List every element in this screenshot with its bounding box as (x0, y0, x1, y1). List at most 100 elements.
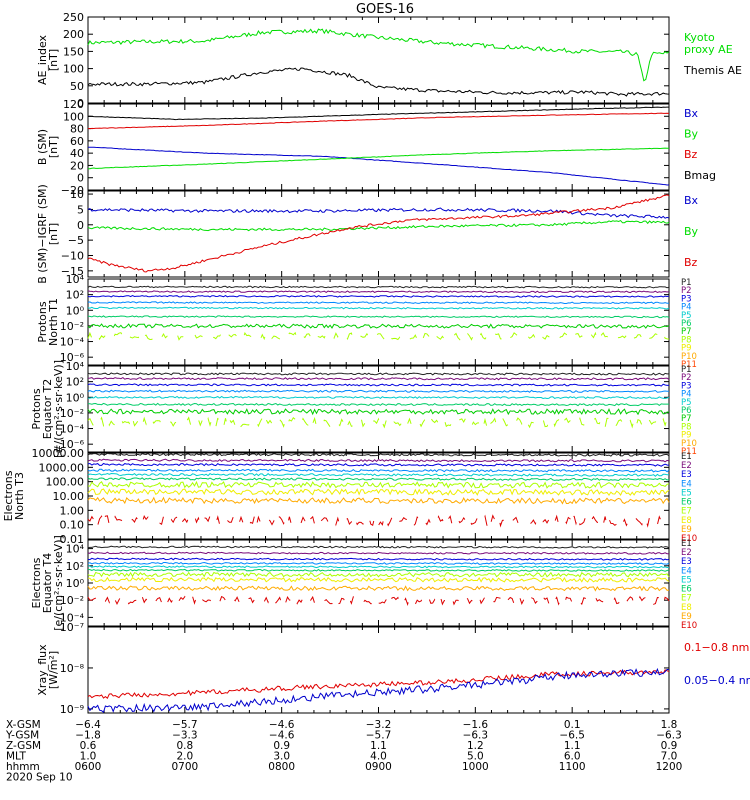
legend-label: P11 (681, 360, 697, 370)
x-axis-value: 1.2 (467, 740, 484, 752)
channel-line-7 (87, 323, 670, 329)
y-tick-label: 10000.00 (32, 447, 85, 460)
y-tick-label: 10⁴ (66, 273, 85, 286)
y-tick-label: 10.00 (53, 490, 85, 503)
x-axis-value: −5.7 (366, 730, 392, 742)
channel-line-3 (87, 462, 670, 467)
x-axis-value: −6.5 (559, 730, 585, 742)
legend-label: E1 (681, 452, 692, 462)
y-axis-label: Protons (36, 301, 49, 342)
series-by (87, 219, 670, 232)
legend-label: P4 (681, 303, 692, 313)
series-themis-ae (87, 67, 670, 97)
x-axis-value: 1.8 (661, 719, 678, 731)
x-axis-row-label: MLT (6, 751, 26, 763)
y-tick-label: 10⁻² (60, 594, 84, 607)
legend-label: E7 (681, 507, 692, 517)
y-tick-label: 10⁻² (60, 320, 84, 333)
legend-label: P2 (681, 373, 692, 383)
channel-line-2 (87, 551, 670, 555)
legend-label: E6 (681, 498, 692, 508)
x-axis-value: 3.0 (273, 751, 290, 763)
channel-line-5 (87, 472, 670, 477)
channel-line-4 (87, 389, 669, 393)
legend-label: P6 (681, 319, 692, 329)
legend-label: E9 (681, 612, 692, 622)
panel-frame (87, 626, 670, 714)
channel-line-5 (87, 565, 670, 569)
legend-label: E9 (681, 525, 692, 535)
y-tick-label: 10⁻⁴ (60, 423, 85, 436)
channel-line-7 (87, 571, 670, 578)
y-axis-label: Protons (30, 388, 43, 429)
y-tick-label: −15 (61, 265, 84, 278)
plot-title: GOES-16 (356, 2, 414, 17)
panel-frame (87, 190, 670, 278)
legend-label: P11 (681, 447, 697, 457)
panel-frame (87, 103, 670, 191)
panel-frame (87, 16, 670, 104)
y-tick-label: 10⁻⁹ (60, 703, 84, 716)
y-tick-label: 0 (77, 219, 84, 232)
legend-label: Bz (684, 256, 698, 269)
y-tick-label: 10⁻² (60, 407, 84, 420)
x-axis-value: −1.8 (75, 730, 101, 742)
channel-line-7 (87, 408, 670, 416)
date-label: 2020 Sep 10 (6, 772, 73, 784)
y-tick-label: 10⁻⁴ (60, 611, 85, 624)
legend-label: Bmag (684, 169, 716, 182)
channel-line-7 (87, 480, 670, 489)
legend-label: P1 (681, 278, 692, 288)
y-tick-label: 10² (66, 560, 84, 573)
x-axis-row-label: X-GSM (6, 719, 41, 731)
channel-line-8 (87, 416, 670, 430)
y-tick-label: 1000.00 (39, 461, 85, 474)
legend-label: E5 (681, 575, 692, 585)
x-axis-value: −5.7 (172, 719, 198, 731)
x-axis-value: −6.3 (463, 730, 489, 742)
x-axis-value: 1100 (559, 761, 586, 773)
x-axis-value: 1.1 (564, 740, 581, 752)
legend-label: 0.05−0.4 nm (684, 674, 750, 687)
series-kyoto-proxy-ae (87, 28, 670, 82)
x-axis-value: −4.6 (269, 719, 295, 731)
legend-label: P5 (681, 311, 692, 321)
y-tick-label: 10⁰ (66, 577, 85, 590)
x-axis-value: 7.0 (661, 751, 678, 763)
x-axis-value: 0.1 (564, 719, 581, 731)
channel-line-6 (87, 315, 670, 319)
x-axis-value: 0.8 (176, 740, 193, 752)
y-tick-label: 150 (63, 45, 84, 58)
y-axis-label: North T1 (47, 298, 60, 346)
x-axis-value: 1000 (462, 761, 489, 773)
x-axis-value: −1.6 (463, 719, 489, 731)
legend-label: E4 (681, 479, 692, 489)
y-axis-label: Electrons (2, 470, 15, 521)
legend-label: E7 (681, 594, 692, 604)
series-0-1-0-8-nm (87, 669, 670, 699)
legend-label: E10 (681, 621, 697, 631)
channel-line-1 (87, 285, 670, 289)
legend-label: By (684, 128, 699, 141)
legend-label: Bx (684, 107, 699, 120)
channel-line-10 (87, 594, 670, 606)
x-axis-value: 6.0 (564, 751, 581, 763)
channel-line-8 (87, 576, 670, 583)
y-axis-label: B (SM)−IGRF (SM) (36, 184, 49, 284)
x-axis-row-label: Y-GSM (5, 730, 39, 742)
legend-label: P4 (681, 390, 692, 400)
series-0-05-0-4-nm (87, 667, 670, 714)
y-tick-label: 20 (70, 159, 84, 172)
x-axis-value: −6.4 (75, 719, 101, 731)
channel-line-1 (87, 545, 670, 549)
y-tick-label: 120 (63, 98, 84, 111)
series-bz (87, 194, 670, 273)
y-tick-label: 0.01 (60, 533, 85, 546)
channel-line-2 (87, 290, 670, 294)
channel-line-10 (87, 514, 670, 528)
